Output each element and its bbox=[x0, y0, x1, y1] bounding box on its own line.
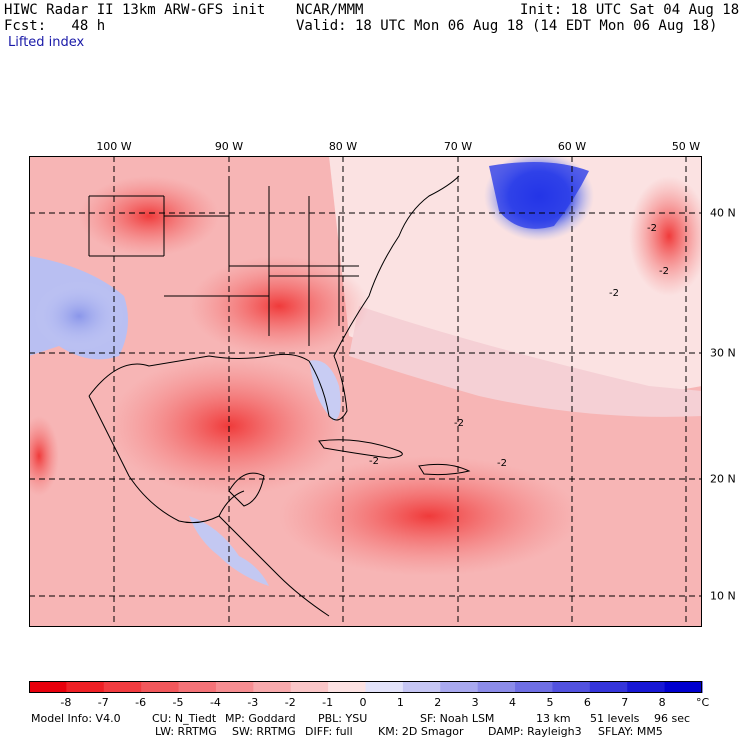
contour-label: -2 bbox=[497, 458, 507, 469]
footer-resolution: 13 km bbox=[536, 712, 571, 725]
colorbar-swatch bbox=[627, 681, 666, 693]
footer-pbl: PBL: YSU bbox=[318, 712, 368, 725]
colorbar-swatch bbox=[440, 681, 479, 693]
colorbar-tick-label: -2 bbox=[284, 696, 296, 709]
colorbar-tick-label: 3 bbox=[471, 696, 479, 709]
colorbar-tick-label: 4 bbox=[509, 696, 517, 709]
colorbar-tick-label: -4 bbox=[209, 696, 221, 709]
contour-label: -2 bbox=[454, 418, 464, 429]
lon-label-50w: 50 W bbox=[671, 140, 701, 153]
colorbar-tick-label: -8 bbox=[60, 696, 72, 709]
map-frame bbox=[29, 156, 702, 627]
colorbar-tick-label: 0 bbox=[359, 696, 367, 709]
lon-label-60w: 60 W bbox=[557, 140, 587, 153]
init-time: Init: 18 UTC Sat 04 Aug 18 bbox=[520, 2, 740, 18]
lat-label-40n: 40 N bbox=[710, 206, 736, 220]
contour-label: -2 bbox=[609, 288, 619, 299]
colorbar-frame bbox=[29, 681, 702, 693]
west-edge-unstable-zone bbox=[29, 416, 59, 496]
colorbar-swatch bbox=[477, 681, 516, 693]
east-atlantic-unstable-zone bbox=[629, 176, 702, 296]
colorbar-swatch bbox=[103, 681, 142, 693]
atlantic-pale-band bbox=[349, 306, 702, 417]
footer-diff: DIFF: full bbox=[305, 725, 353, 738]
lat-label-30n: 30 N bbox=[710, 346, 736, 360]
lat-label-20n: 20 N bbox=[710, 472, 736, 486]
model-title: HIWC Radar II 13km ARW-GFS init bbox=[4, 2, 266, 18]
colorbar-tick-label: 5 bbox=[546, 696, 554, 709]
valid-time: Valid: 18 UTC Mon 06 Aug 18 (14 EDT Mon … bbox=[296, 18, 718, 34]
cuba-outline bbox=[318, 439, 403, 459]
contour-label: -2 bbox=[369, 456, 379, 467]
colorbar-swatch bbox=[178, 681, 217, 693]
footer-mp: MP: Goddard bbox=[225, 712, 296, 725]
colorbar-unit: °C bbox=[696, 696, 710, 709]
field-name: Lifted index bbox=[8, 35, 85, 50]
center-label: NCAR/MMM bbox=[296, 2, 364, 18]
colorbar-tick-label: 1 bbox=[396, 696, 404, 709]
colorbar-swatch bbox=[253, 681, 292, 693]
colorbar-swatch bbox=[66, 681, 105, 693]
caribbean-unstable-zone bbox=[279, 456, 579, 576]
colorbar-tick-label: -7 bbox=[97, 696, 109, 709]
contour-label: -2 bbox=[647, 223, 657, 234]
footer-sflay: SFLAY: MM5 bbox=[598, 725, 663, 738]
footer-km: KM: 2D Smagor bbox=[378, 725, 464, 738]
colorbar-tick-label: -6 bbox=[135, 696, 147, 709]
footer-levels: 51 levels bbox=[590, 712, 640, 725]
footer-cu: CU: N_Tiedt bbox=[152, 712, 217, 725]
hispaniola-outline bbox=[418, 463, 471, 476]
lat-label-10n: 10 N bbox=[710, 589, 736, 603]
lon-label-100w: 100 W bbox=[96, 140, 132, 153]
footer-sf: SF: Noah LSM bbox=[420, 712, 495, 725]
lon-label-90w: 90 W bbox=[214, 140, 244, 153]
footer-timestep: 96 sec bbox=[654, 712, 691, 725]
footer-damp: DAMP: Rayleigh3 bbox=[488, 725, 582, 738]
lifted-index-map: -2 -2 -2 -2 -2 -2 bbox=[29, 156, 702, 627]
colorbar-swatch bbox=[365, 681, 404, 693]
lon-label-80w: 80 W bbox=[328, 140, 358, 153]
colorbar-swatch bbox=[515, 681, 553, 693]
colorbar-swatch bbox=[552, 681, 591, 693]
mexico-coastline bbox=[88, 395, 245, 524]
western-blue-core bbox=[34, 281, 124, 351]
yucatan-outline bbox=[228, 472, 265, 507]
colorbar-swatch bbox=[328, 681, 366, 693]
footer-model-info: Model Info: V4.0 bbox=[31, 712, 121, 725]
colorbar-tick-label: -1 bbox=[322, 696, 334, 709]
footer-lw: LW: RRTMG bbox=[155, 725, 217, 738]
colorbar-swatch bbox=[589, 681, 628, 693]
southeast-us-unstable-zone bbox=[189, 256, 369, 356]
contour-label: -2 bbox=[659, 266, 669, 277]
central-america-coastline bbox=[218, 515, 330, 617]
colorbar-swatch bbox=[215, 681, 254, 693]
colorbar-tick-label: 6 bbox=[583, 696, 591, 709]
footer-sw: SW: RRTMG bbox=[232, 725, 296, 738]
colorbar-swatch bbox=[402, 681, 441, 693]
colorbar-swatch bbox=[290, 681, 329, 693]
colorbar-swatch bbox=[664, 681, 703, 693]
colorbar-tick-label: 8 bbox=[658, 696, 666, 709]
lon-label-70w: 70 W bbox=[443, 140, 473, 153]
colorbar-swatch bbox=[141, 681, 180, 693]
colorbar bbox=[29, 681, 703, 693]
colorbar-tick-label: 7 bbox=[621, 696, 629, 709]
colorbar-tick-label: -3 bbox=[247, 696, 259, 709]
colorbar-tick-label: -5 bbox=[172, 696, 184, 709]
florida-coastline bbox=[308, 175, 460, 421]
forecast-hour: Fcst: 48 h bbox=[4, 18, 106, 34]
colorbar-swatch bbox=[29, 681, 67, 693]
colorbar-tick-label: 2 bbox=[434, 696, 442, 709]
us-gulf-coastline bbox=[88, 353, 310, 397]
northeast-stable-arm bbox=[489, 162, 589, 229]
